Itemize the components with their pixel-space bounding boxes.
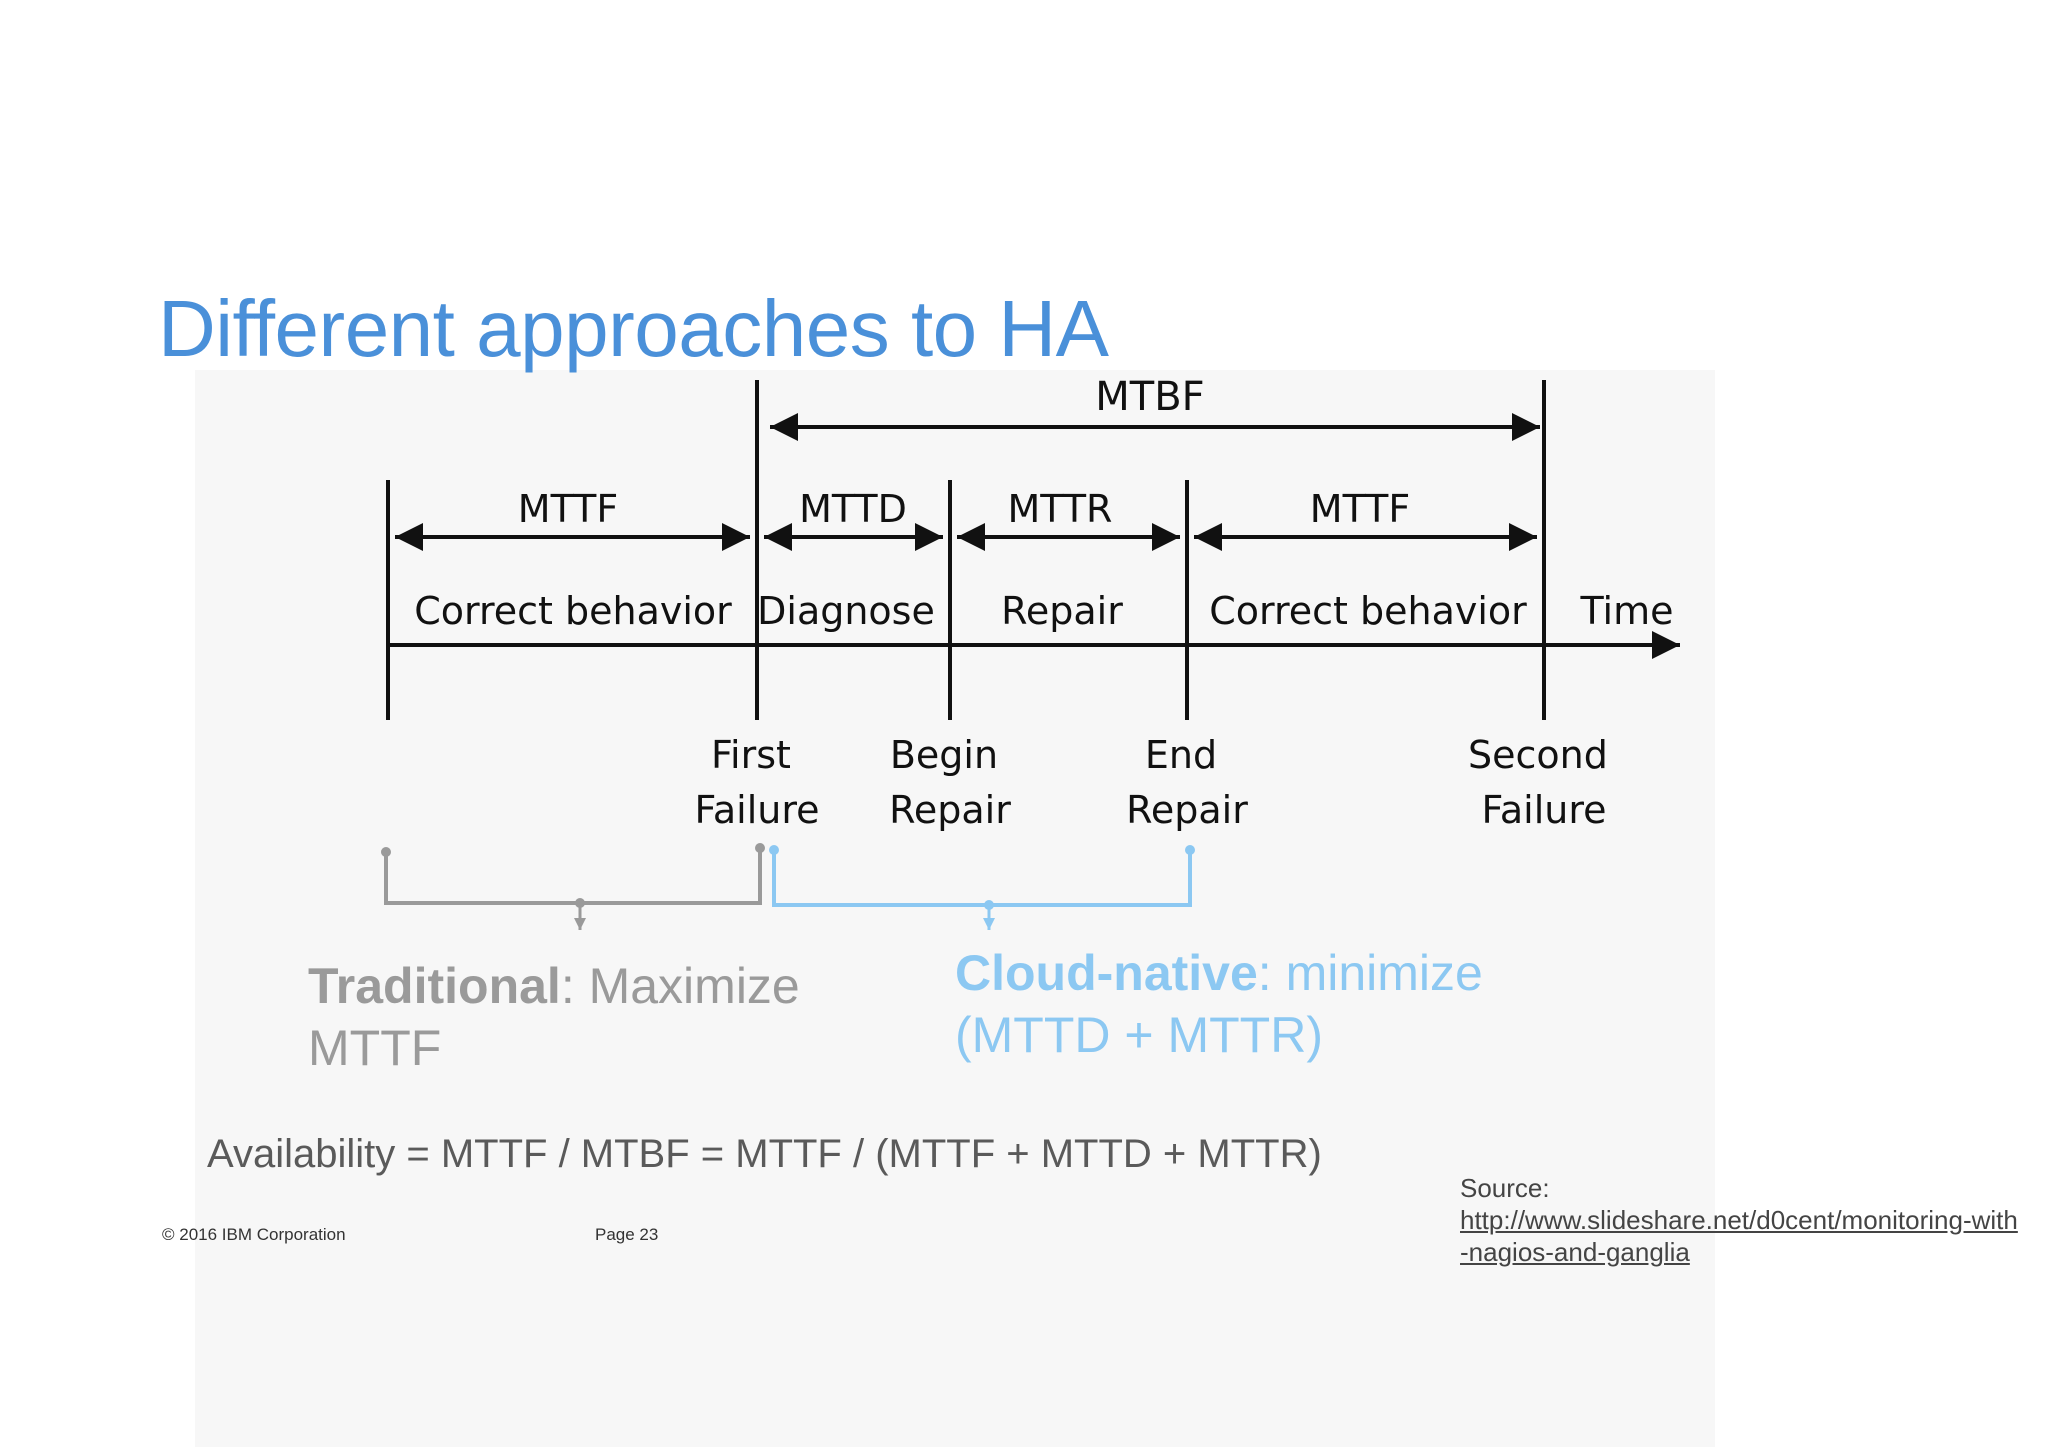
interval-label-mttf-1: MTTF xyxy=(518,487,618,531)
cloud-native-approach-text: Cloud-native: minimize (MTTD + MTTR) xyxy=(955,942,1575,1066)
phase-label-correct-behavior-1: Correct behavior xyxy=(414,589,732,633)
cloud-native-bracket xyxy=(769,845,1195,930)
cloud-native-label: Cloud-native xyxy=(955,945,1258,1001)
event-end-line2: Repair xyxy=(1126,788,1248,832)
source-label: Source: xyxy=(1460,1173,1550,1203)
event-label-begin-repair: Begin Repair xyxy=(889,733,1011,832)
phase-label-diagnose: Diagnose xyxy=(757,589,935,633)
event-first-line2: Failure xyxy=(694,788,819,832)
interval-label-mttf-2: MTTF xyxy=(1310,487,1410,531)
time-axis-label: Time xyxy=(1580,589,1674,633)
interval-label-mttd: MTTD xyxy=(799,487,907,531)
interval-label-mttr: MTTR xyxy=(1008,487,1113,531)
cloud-native-description: : minimize (MTTD + MTTR) xyxy=(955,945,1483,1063)
event-second-line2: Failure xyxy=(1481,788,1606,832)
event-label-end-repair: End Repair xyxy=(1126,733,1248,832)
traditional-description: : Maximize MTTF xyxy=(308,958,800,1076)
event-label-second-failure: Second Failure xyxy=(1468,733,1620,832)
copyright-footer: © 2016 IBM Corporation xyxy=(162,1225,346,1244)
event-label-first-failure: First Failure xyxy=(694,733,819,832)
event-end-line1: End xyxy=(1145,733,1217,777)
source-link[interactable]: http://www.slideshare.net/d0cent/monitor… xyxy=(1460,1205,2018,1267)
traditional-approach-text: Traditional: Maximize MTTF xyxy=(308,955,868,1079)
page-number: Page 23 xyxy=(595,1225,659,1244)
event-first-line1: First xyxy=(711,733,791,777)
traditional-label: Traditional xyxy=(308,958,561,1014)
slide-title: Different approaches to HA xyxy=(158,284,1109,373)
mtbf-label: MTBF xyxy=(1095,374,1204,420)
event-second-line1: Second xyxy=(1468,733,1608,777)
source-citation: Source: http://www.slideshare.net/d0cent… xyxy=(1460,1172,2020,1268)
event-begin-line2: Repair xyxy=(889,788,1011,832)
availability-formula: Availability = MTTF / MTBF = MTTF / (MTT… xyxy=(207,1132,1322,1176)
phase-label-correct-behavior-2: Correct behavior xyxy=(1209,589,1527,633)
event-begin-line1: Begin xyxy=(890,733,998,777)
phase-label-repair: Repair xyxy=(1001,589,1123,633)
traditional-bracket xyxy=(381,843,765,930)
